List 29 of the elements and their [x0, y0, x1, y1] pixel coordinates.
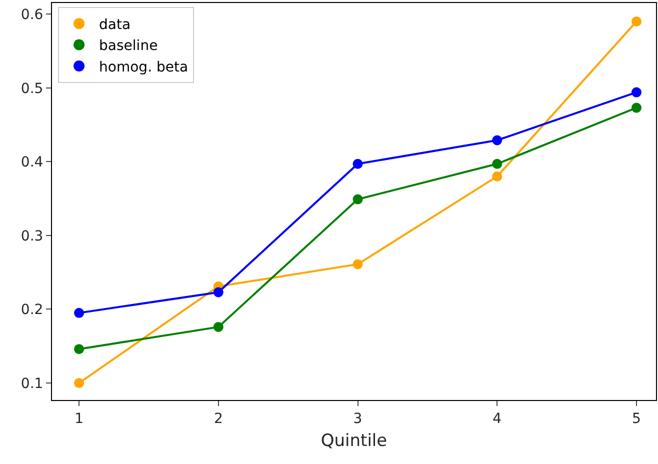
y-tick-label: 0.5 [20, 80, 44, 97]
point [352, 158, 363, 169]
point [352, 194, 363, 204]
point [352, 259, 363, 270]
x-tick-label: 4 [492, 410, 502, 427]
x-tick-label: 3 [353, 410, 362, 427]
legend-label: baseline [99, 38, 158, 54]
y-tick-label: 0.1 [20, 376, 44, 392]
point [492, 135, 502, 146]
y-tick-label: 0.3 [20, 228, 44, 244]
point [74, 378, 84, 388]
legend-label: homog. beta [99, 59, 188, 76]
point [631, 102, 642, 113]
y-tick-label: 0.6 [20, 6, 44, 23]
x-tick-label: 2 [214, 410, 223, 427]
point [631, 16, 642, 26]
x-axis-title: Quintile [320, 431, 388, 452]
point [74, 344, 84, 354]
y-tick-label: 0.4 [20, 154, 44, 171]
point [492, 171, 502, 182]
point [213, 287, 224, 298]
point [74, 308, 84, 318]
point [631, 87, 642, 98]
point [213, 322, 224, 332]
y-tick-label: 0.2 [20, 302, 44, 318]
x-tick-label: 5 [632, 410, 641, 427]
point [492, 158, 502, 169]
x-tick-label: 1 [74, 410, 84, 427]
legend-label: data [99, 17, 131, 34]
